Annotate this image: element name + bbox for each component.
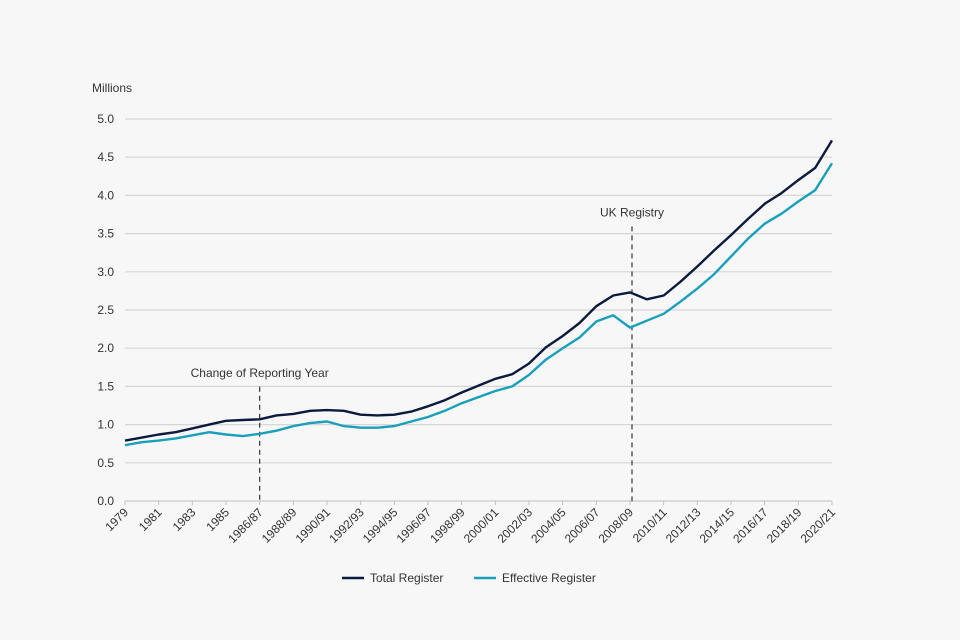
x-tick-label: 1994/95	[360, 505, 401, 546]
y-tick-label: 4.5	[97, 150, 114, 164]
y-tick-label: 2.0	[97, 341, 114, 355]
y-tick-label: 3.0	[97, 265, 114, 279]
annotation-label: Change of Reporting Year	[191, 366, 329, 380]
y-tick-label: 4.0	[97, 188, 114, 202]
x-tick-label: 2014/15	[697, 505, 738, 546]
x-tick-label: 2018/19	[764, 505, 805, 546]
legend-label: Total Register	[370, 571, 443, 585]
y-tick-label: 0.5	[97, 456, 114, 470]
y-tick-label: 1.0	[97, 418, 114, 432]
series-lines	[124, 139, 834, 447]
y-tick-label: 3.5	[97, 227, 114, 241]
annotations: Change of Reporting Year UK Registry	[191, 205, 664, 503]
x-tick-label: 2016/17	[730, 505, 771, 546]
y-tick-label: 5.0	[97, 112, 114, 126]
x-tick-label: 1988/89	[259, 505, 300, 546]
x-tick-label: 2006/07	[562, 505, 603, 546]
series-line-effective-register	[124, 162, 834, 447]
legend-label: Effective Register	[502, 571, 596, 585]
x-tick-label: 1996/97	[394, 505, 435, 546]
x-tick-label: 2020/21	[798, 505, 839, 546]
x-tick-label: 1986/87	[225, 505, 266, 546]
annotation-label: UK Registry	[600, 205, 664, 219]
x-tick-label: 1985	[203, 505, 232, 534]
x-axis: 1979 1981 1983 19851986/871988/891990/91199…	[102, 500, 839, 546]
x-tick-label: 1981	[136, 505, 165, 534]
x-tick-label: 1979	[102, 505, 131, 534]
x-tick-label: 2004/05	[528, 505, 569, 546]
x-tick-label: 2008/09	[596, 505, 637, 546]
x-tick-label: 2012/13	[663, 505, 704, 546]
x-tick-label: 1992/93	[326, 505, 367, 546]
y-tick-label: 2.5	[97, 303, 114, 317]
gridlines	[125, 118, 832, 464]
x-tick-label: 1998/99	[427, 505, 468, 546]
y-tick-label: 0.0	[97, 494, 114, 508]
x-tick-label: 2000/01	[461, 505, 502, 546]
y-axis-unit-label: Millions	[92, 81, 132, 95]
series-line-total-register	[124, 139, 834, 442]
legend: Total Register Effective Register	[342, 571, 596, 585]
x-tick-label: 2010/11	[630, 505, 670, 545]
y-tick-label: 1.5	[97, 379, 114, 393]
y-tick-labels: 0.0 0.5 1.0 1.5 2.0 2.5 3.0 3.5 4.0 4.5 5.0	[97, 112, 114, 508]
x-tick-label: 1983	[170, 505, 199, 534]
x-tick-label: 2002/03	[495, 505, 536, 546]
x-tick-label: 1990/91	[293, 505, 334, 546]
